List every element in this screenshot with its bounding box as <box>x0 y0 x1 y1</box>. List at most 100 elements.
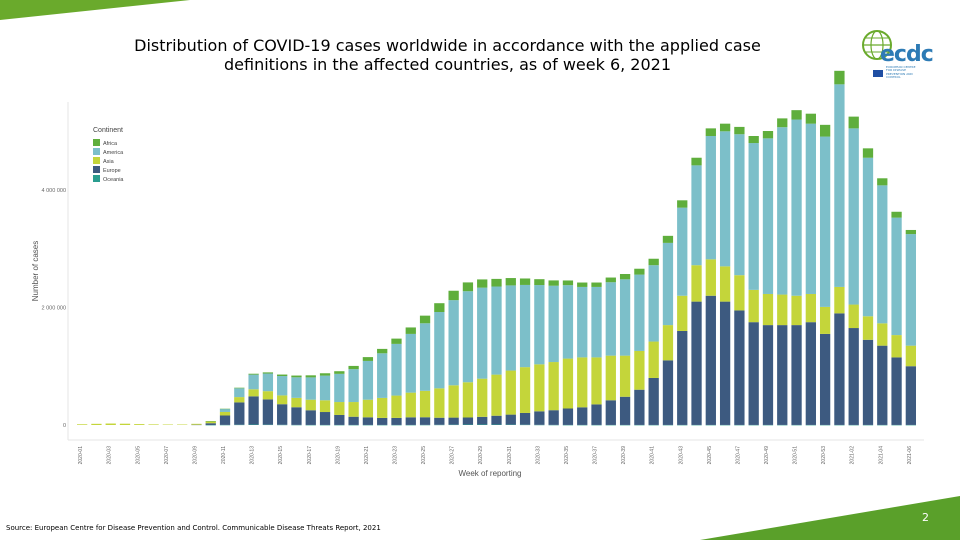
bar-asia-2020-02 <box>91 423 102 425</box>
bar-asia-2020-18 <box>319 400 331 413</box>
bar-america-2020-16 <box>291 377 302 398</box>
bar-asia-2020-44 <box>691 265 702 302</box>
legend-swatch-asia <box>93 157 100 164</box>
bar-asia-2020-47 <box>734 275 745 311</box>
x-tick-label: 2020-25 <box>421 446 427 465</box>
bar-asia-2020-35 <box>562 358 574 409</box>
bar-america-2020-14 <box>262 373 274 392</box>
x-tick-label: 2020-13 <box>250 446 256 465</box>
bar-europe-2020-47 <box>734 310 745 425</box>
bar-asia-2020-20 <box>348 402 359 417</box>
x-tick-label: 2020-29 <box>478 446 484 465</box>
bar-asia-2020-50 <box>777 294 788 326</box>
bar-america-2020-15 <box>277 376 288 396</box>
bar-africa-2020-37 <box>591 282 602 287</box>
bar-america-2020-35 <box>562 285 574 359</box>
bar-africa-2020-33 <box>534 279 545 286</box>
bar-europe-2020-31 <box>505 414 516 425</box>
x-tick-label: 2020-23 <box>392 446 398 465</box>
bar-america-2020-20 <box>348 369 359 403</box>
bar-america-2020-28 <box>462 291 474 383</box>
bar-africa-2020-26 <box>434 303 445 313</box>
bar-africa-2020-29 <box>477 279 488 288</box>
bar-asia-2020-09 <box>191 423 202 425</box>
x-tick-label: 2020-19 <box>335 446 341 465</box>
bar-europe-2020-11 <box>219 415 231 425</box>
bar-america-2020-51 <box>791 119 802 296</box>
bar-africa-2020-28 <box>462 282 474 292</box>
bar-asia-2020-01 <box>77 424 88 425</box>
bar-africa-2020-15 <box>277 374 288 377</box>
bar-america-2020-49 <box>762 138 774 294</box>
bar-america-2020-50 <box>777 127 788 295</box>
x-tick-label: 2020-45 <box>707 446 713 465</box>
x-tick-label: 2020-07 <box>164 446 170 465</box>
bar-asia-2020-45 <box>705 259 716 296</box>
bar-europe-2020-38 <box>605 400 616 425</box>
bar-africa-2020-36 <box>577 282 588 287</box>
bar-america-2020-48 <box>748 143 759 290</box>
bar-europe-2020-44 <box>691 301 702 425</box>
bar-america-2020-41 <box>648 265 659 342</box>
bar-europe-2020-23 <box>391 417 402 425</box>
bar-africa-2020-14 <box>262 372 274 374</box>
bar-africa-2021-02 <box>848 116 859 129</box>
legend-label-oceania: Oceania <box>103 177 124 183</box>
bar-asia-2020-15 <box>277 395 288 405</box>
bar-asia-2020-41 <box>648 341 659 378</box>
logo-text: ecdc <box>880 42 934 67</box>
bar-africa-2020-24 <box>405 327 416 334</box>
bar-asia-2020-32 <box>519 367 531 413</box>
bar-africa-2020-20 <box>348 365 359 370</box>
bar-africa-2021-05 <box>891 211 902 218</box>
y-tick-label: 4 000 000 <box>42 188 66 194</box>
logo-subtext: EUROPEAN CENTRE FOR DISEASE PREVENTION A… <box>886 65 916 80</box>
bar-asia-2021-01 <box>834 286 845 314</box>
bar-asia-2021-02 <box>848 304 859 329</box>
bar-america-2020-17 <box>305 377 316 400</box>
bar-africa-2020-31 <box>505 278 516 286</box>
x-tick-label: 2020-01 <box>78 446 84 465</box>
bar-europe-2020-40 <box>634 389 645 425</box>
bar-america-2020-22 <box>377 353 388 398</box>
bar-asia-2020-05 <box>134 424 145 425</box>
x-tick-label: 2020-05 <box>135 446 141 465</box>
x-tick-label: 2020-09 <box>192 446 198 465</box>
bar-africa-2020-39 <box>619 274 631 280</box>
bar-america-2020-39 <box>619 279 631 356</box>
slide-title-line1: Distribution of COVID-19 cases worldwide… <box>134 36 761 55</box>
bar-europe-2020-21 <box>362 417 374 425</box>
bar-america-2020-40 <box>634 274 645 351</box>
bar-asia-2020-25 <box>419 390 431 418</box>
bar-europe-2020-33 <box>534 411 545 425</box>
bar-europe-2020-14 <box>262 399 274 425</box>
y-tick-label: 0 <box>63 423 66 429</box>
bar-america-2020-37 <box>591 286 602 358</box>
bar-asia-2020-21 <box>362 399 374 418</box>
x-tick-label: 2020-43 <box>678 446 684 465</box>
x-tick-label: 2020-33 <box>535 446 541 465</box>
bar-europe-2020-15 <box>277 404 288 425</box>
bar-africa-2020-46 <box>719 123 731 132</box>
bar-europe-2021-01 <box>834 313 845 425</box>
bar-america-2021-02 <box>848 128 859 305</box>
bar-africa-2020-49 <box>762 131 774 139</box>
bar-america-2020-30 <box>491 286 502 375</box>
bar-asia-2020-14 <box>262 391 274 400</box>
bar-asia-2020-34 <box>548 362 559 411</box>
bar-africa-2020-45 <box>705 128 716 136</box>
x-tick-label: 2020-11 <box>221 446 227 464</box>
bar-america-2020-25 <box>419 323 431 391</box>
slide-title: Distribution of COVID-19 cases worldwide… <box>60 36 835 74</box>
bar-america-2020-33 <box>534 285 545 365</box>
bar-asia-2020-06 <box>148 424 159 425</box>
bar-europe-2020-13 <box>248 396 259 425</box>
legend-label-america: America <box>103 150 124 156</box>
bar-europe-2020-19 <box>334 414 345 425</box>
bar-africa-2020-16 <box>291 375 302 378</box>
bar-europe-2020-49 <box>762 325 774 425</box>
bar-asia-2020-13 <box>248 389 259 397</box>
bar-asia-2020-48 <box>748 289 759 323</box>
bar-america-2021-06 <box>905 234 916 346</box>
